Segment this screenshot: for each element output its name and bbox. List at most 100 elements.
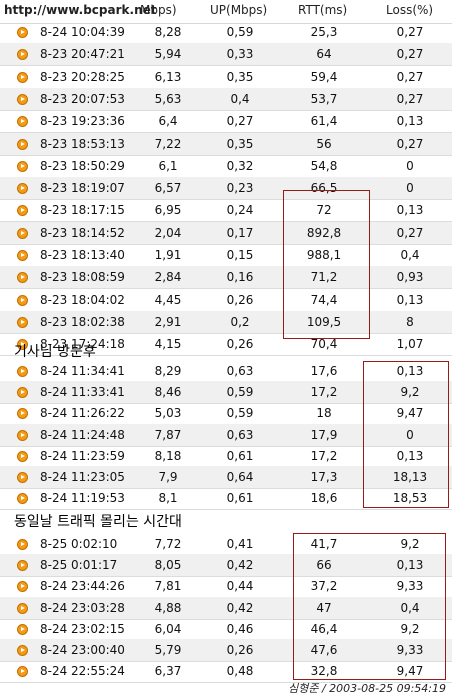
table-row: 8-23 20:28:25 6,13 0,35 59,4 0,27 xyxy=(0,66,452,89)
download-cell: 4,15 xyxy=(154,337,182,352)
loss-cell: 0,13 xyxy=(396,558,424,573)
timestamp-cell: 8-24 22:55:24 xyxy=(40,664,125,679)
download-cell: 8,18 xyxy=(154,448,182,463)
table-row: 8-24 11:23:59 8,18 0,61 17,2 0,13 xyxy=(0,445,452,468)
loss-cell: 0,13 xyxy=(396,292,424,307)
section-title-after-visit: 기사님 방문후 xyxy=(14,344,96,360)
rtt-cell: 61,4 xyxy=(310,114,338,129)
upload-cell: 0,26 xyxy=(226,643,254,657)
timestamp-cell: 8-23 18:50:29 xyxy=(40,158,125,173)
rtt-cell: 59,4 xyxy=(310,69,338,84)
highlight-box-rtt-loss xyxy=(293,533,446,680)
upload-cell: 0,59 xyxy=(226,406,254,421)
loss-cell: 0,27 xyxy=(396,69,424,84)
download-cell: 6,1 xyxy=(158,158,178,173)
timestamp-cell: 8-24 11:33:41 xyxy=(40,385,125,400)
rtt-cell: 17,2 xyxy=(310,448,338,463)
loss-cell: 9,33 xyxy=(396,579,424,594)
timestamp-cell: 8-24 23:02:15 xyxy=(40,621,125,636)
rtt-cell: 41,7 xyxy=(310,537,338,551)
loss-cell: 9,2 xyxy=(400,621,420,636)
download-cell: 1,91 xyxy=(154,248,182,262)
table-row: 8-23 18:08:59 2,84 0,16 71,2 0,93 xyxy=(0,266,452,290)
loss-cell: 0,13 xyxy=(396,203,424,218)
timestamp-cell: 8-23 18:04:02 xyxy=(40,292,125,307)
rtt-cell: 17,2 xyxy=(310,385,338,400)
timestamp-cell: 8-23 17:24:18 xyxy=(40,337,125,352)
loss-cell: 0,27 xyxy=(396,47,424,62)
loss-column-header: Loss(%) xyxy=(386,3,434,17)
upload-cell: 0,33 xyxy=(226,47,254,62)
download-cell: 8,29 xyxy=(154,364,182,378)
upload-cell: 0,32 xyxy=(226,158,254,173)
table-row: 8-23 18:19:07 6,57 0,23 66,5 0 xyxy=(0,177,452,201)
loss-cell: 9,2 xyxy=(400,385,420,400)
download-cell: 4,45 xyxy=(154,292,182,307)
download-cell: 5,63 xyxy=(154,91,182,106)
timestamp-cell: 8-23 18:02:38 xyxy=(40,314,125,329)
upload-cell: 0,26 xyxy=(226,337,254,352)
download-cell: 8,28 xyxy=(154,25,182,39)
table-row: 8-24 11:24:48 7,87 0,63 17,9 0 xyxy=(0,423,452,447)
rtt-cell: 70,4 xyxy=(310,337,338,352)
loss-cell: 0 xyxy=(406,158,414,173)
rtt-cell: 109,5 xyxy=(306,314,342,329)
download-cell: 5,79 xyxy=(154,643,182,657)
bullet-arrow-icon xyxy=(17,387,28,399)
timestamp-cell: 8-25 0:02:10 xyxy=(40,537,118,551)
table-row: 8-23 18:53:13 7,22 0,35 56 0,27 xyxy=(0,132,452,156)
upload-cell: 0,4 xyxy=(230,91,250,106)
rtt-cell: 54,8 xyxy=(310,158,338,173)
loss-cell: 1,07 xyxy=(396,337,424,352)
table-row: 8-25 0:01:17 8,05 0,42 66 0,13 xyxy=(0,554,452,578)
bullet-arrow-icon xyxy=(17,183,28,195)
download-cell: 6,37 xyxy=(154,664,182,679)
table-row: 8-24 11:23:05 7,9 0,64 17,3 18,13 xyxy=(0,466,452,489)
loss-cell: 0,27 xyxy=(396,91,424,106)
rtt-cell: 71,2 xyxy=(310,270,338,285)
download-cell: 2,04 xyxy=(154,225,182,240)
loss-cell: 9,2 xyxy=(400,537,420,551)
rtt-cell: 64 xyxy=(316,47,332,62)
bullet-arrow-icon xyxy=(17,493,28,505)
bullet-arrow-icon xyxy=(17,408,28,420)
rtt-column-header: RTT(ms) xyxy=(298,3,348,17)
table-header: http://www.bcpark.net Mbps) UP(Mbps) RTT… xyxy=(0,0,452,24)
timestamp-cell: 8-24 23:44:26 xyxy=(40,579,125,594)
upload-cell: 0,27 xyxy=(226,114,254,129)
upload-cell: 0,46 xyxy=(226,621,254,636)
rtt-cell: 17,6 xyxy=(310,364,338,378)
timestamp-cell: 8-25 0:01:17 xyxy=(40,558,118,573)
bullet-arrow-icon xyxy=(17,316,28,328)
rtt-cell: 66 xyxy=(316,558,332,573)
loss-cell: 8 xyxy=(406,314,414,329)
timestamp-cell: 8-23 18:17:15 xyxy=(40,203,125,218)
bullet-arrow-icon xyxy=(17,93,28,105)
upload-cell: 0,17 xyxy=(226,225,254,240)
bullet-arrow-icon xyxy=(17,71,28,83)
upload-cell: 0,41 xyxy=(226,537,254,551)
timestamp-cell: 8-24 11:26:22 xyxy=(40,406,125,421)
download-cell: 7,9 xyxy=(158,470,178,484)
upload-cell: 0,63 xyxy=(226,364,254,378)
rtt-cell: 47,6 xyxy=(310,643,338,657)
loss-cell: 0 xyxy=(406,181,414,196)
download-cell: 8,46 xyxy=(154,385,182,400)
loss-cell: 9,33 xyxy=(396,643,424,657)
bullet-arrow-icon xyxy=(17,205,28,217)
timestamp-cell: 8-23 19:23:36 xyxy=(40,114,125,129)
timestamp-cell: 8-23 18:19:07 xyxy=(40,181,125,196)
rtt-cell: 17,3 xyxy=(310,470,338,484)
upload-cell: 0,35 xyxy=(226,136,254,151)
download-cell: 5,03 xyxy=(154,406,182,421)
bullet-arrow-icon xyxy=(17,429,28,441)
section-title-peak-traffic: 동일날 트래픽 몰리는 시간대 xyxy=(14,514,182,530)
upload-cell: 0,61 xyxy=(226,491,254,506)
upload-cell: 0,61 xyxy=(226,448,254,463)
download-cell: 5,94 xyxy=(154,47,182,62)
timestamp-cell: 8-23 20:47:21 xyxy=(40,47,125,62)
timestamp-cell: 8-24 10:04:39 xyxy=(40,25,125,39)
upload-cell: 0,42 xyxy=(226,600,254,615)
rtt-cell: 17,9 xyxy=(310,427,338,442)
